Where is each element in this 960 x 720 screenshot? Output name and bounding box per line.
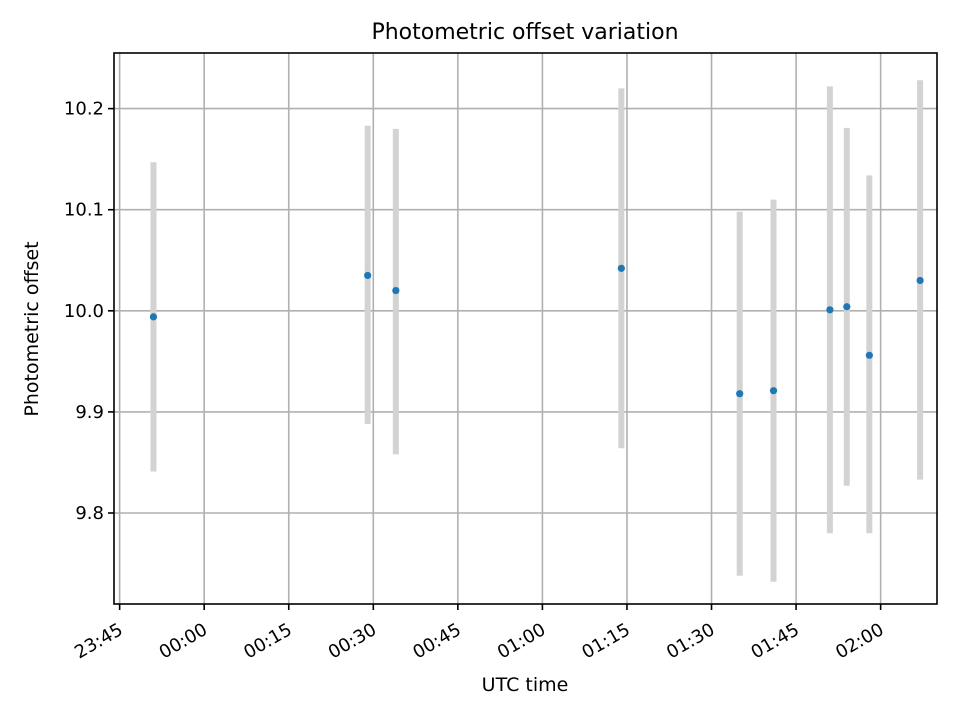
x-tick-label: 00:45 [409, 619, 464, 663]
chart-title: Photometric offset variation [371, 20, 678, 45]
x-tick-label: 01:45 [748, 619, 803, 663]
x-tick-label: 00:00 [156, 619, 211, 663]
data-points [149, 264, 924, 398]
y-tick-label: 10.0 [64, 301, 104, 322]
x-tick-label: 00:15 [240, 619, 295, 663]
data-point [826, 306, 834, 314]
y-tick-label: 10.1 [64, 200, 104, 221]
x-tick-label: 01:15 [578, 619, 633, 663]
x-tick-label: 01:30 [663, 619, 718, 663]
x-axis-label: UTC time [482, 674, 569, 696]
y-axis-label: Photometric offset [21, 241, 43, 416]
data-point [364, 271, 372, 280]
y-axis-ticks: 9.8 9.9 10.0 10.1 10.2 [64, 99, 114, 524]
data-point [916, 276, 924, 285]
data-point [617, 264, 625, 272]
data-point [736, 390, 744, 398]
data-point [769, 387, 778, 395]
x-tick-label: 01:00 [494, 619, 549, 663]
x-axis-ticks: 23:45 00:00 00:15 00:30 00:45 01:00 01:15 01:30… [71, 604, 888, 663]
data-point [149, 313, 158, 321]
y-tick-label: 9.8 [75, 503, 104, 524]
y-tick-label: 10.2 [64, 99, 104, 120]
y-tick-label: 9.9 [75, 402, 104, 423]
data-point [865, 351, 873, 359]
x-tick-label: 02:00 [832, 619, 887, 663]
plot-frame [113, 52, 938, 605]
data-point [843, 303, 851, 311]
x-tick-label: 00:30 [325, 619, 380, 663]
x-tick-label: 23:45 [71, 619, 126, 663]
error-bars [150, 80, 924, 582]
grid [114, 53, 937, 604]
data-point [392, 286, 400, 295]
